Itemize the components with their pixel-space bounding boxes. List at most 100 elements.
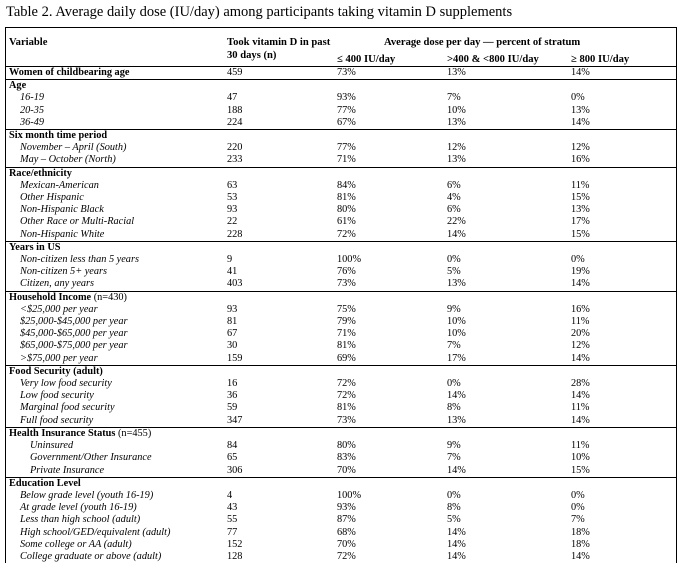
row-label: Below grade level (youth 16-19) (20, 489, 154, 501)
data-row: Non-citizen less than 5 years 9 100% 0% 0% (6, 254, 676, 266)
cell: 0% (571, 489, 585, 501)
cell: 80% (337, 440, 356, 452)
cell: 5% (447, 514, 461, 526)
cell: 403 (227, 278, 243, 290)
section-row: Age (6, 79, 676, 93)
section-row: Six month time period (6, 129, 676, 143)
subcolumn-header: ≤ 400 IU/day (334, 49, 444, 67)
section-title: Age (6, 79, 676, 93)
cell: 22 (227, 216, 238, 228)
data-row: 16-19 47 93% 7% 0% (6, 92, 676, 104)
cell: 347 (227, 414, 243, 426)
cell: 13% (571, 204, 590, 216)
data-row: $25,000-$45,000 per year 81 79% 10% 11% (6, 316, 676, 328)
cell: 75% (337, 303, 356, 315)
cell: 13% (447, 116, 466, 128)
cell: 84 (227, 440, 238, 452)
cell: 72% (337, 378, 356, 390)
data-row: <$25,000 per year 93 75% 9% 16% (6, 304, 676, 316)
cell: 79% (337, 316, 356, 328)
data-row: Government/Other Insurance 65 83% 7% 10% (6, 452, 676, 464)
cell: 13% (444, 66, 568, 81)
data-row: Private Insurance 306 70% 14% 15% (6, 465, 676, 478)
cell: 6% (447, 204, 461, 216)
data-row: College graduate or above (adult) 128 72% 1… (6, 551, 676, 563)
row-label: Non-Hispanic Black (20, 204, 104, 216)
data-row: $65,000-$75,000 per year 30 81% 7% 12% (6, 340, 676, 352)
cell: 73% (337, 414, 356, 426)
cell: 69% (337, 352, 356, 364)
row-label: College graduate or above (adult) (20, 550, 162, 562)
row-label: Government/Other Insurance (30, 452, 152, 464)
cell: 77% (337, 104, 356, 116)
cell: 93% (337, 502, 356, 514)
cell: 18% (571, 538, 590, 550)
row-label: Less than high school (adult) (20, 514, 141, 526)
row-label: 36-49 (20, 116, 45, 128)
data-table: Variable Took vitamin D in past 30 days (… (6, 28, 676, 563)
cell: 53 (227, 192, 238, 204)
section-title: Education Level (6, 476, 676, 490)
data-row: 36-49 224 67% 13% 14% (6, 117, 676, 130)
cell: 100% (337, 489, 362, 501)
cell: 67% (337, 116, 356, 128)
data-row: >$75,000 per year 159 69% 17% 14% (6, 353, 676, 366)
cell: 14% (571, 414, 590, 426)
table-title: Table 2. Average daily dose (IU/day) amo… (6, 4, 513, 20)
row-label: 16-19 (20, 92, 45, 104)
cell: 11% (571, 402, 590, 414)
data-row: Low food security 36 72% 14% 14% (6, 390, 676, 402)
cell: 14% (571, 278, 590, 290)
cell: 73% (337, 278, 356, 290)
cell: 7% (571, 514, 585, 526)
section-name: Age (9, 80, 27, 92)
cell: 12% (571, 142, 590, 154)
data-row: Non-citizen 5+ years 41 76% 5% 19% (6, 266, 676, 278)
cell: 72% (337, 550, 356, 562)
data-row: Non-Hispanic White 228 72% 14% 15% (6, 229, 676, 242)
cell: 81% (337, 340, 356, 352)
cell: 0% (571, 254, 585, 266)
row-label: Mexican-American (20, 179, 99, 191)
cell: 10% (447, 104, 466, 116)
cell: 70% (337, 464, 356, 476)
cell: 8% (447, 402, 461, 414)
data-row: Non-Hispanic Black 93 80% 6% 13% (6, 204, 676, 216)
section-title: Food Security (adult) (6, 364, 676, 379)
cell: 11% (571, 316, 590, 328)
data-row: November – April (South) 220 77% 12% 12% (6, 142, 676, 154)
cell: 93 (227, 204, 238, 216)
data-row: Citizen, any years 403 73% 13% 14% (6, 278, 676, 291)
row-label: Private Insurance (30, 464, 105, 476)
cell: 0% (571, 92, 585, 104)
cell: 0% (571, 502, 585, 514)
cell: 4 (227, 489, 233, 501)
row-label: Low food security (20, 390, 94, 402)
section-row: Health Insurance Status (n=455) (6, 426, 676, 441)
row-label: 20-35 (20, 104, 45, 116)
cell: 16% (571, 303, 590, 315)
cell: 13% (571, 104, 590, 116)
data-row: $45,000-$65,000 per year 67 71% 10% 20% (6, 328, 676, 340)
column-header: Took vitamin D in past 30 days (n) (224, 28, 334, 67)
cell: 71% (337, 154, 356, 166)
cell: 70% (337, 538, 356, 550)
cell: 63 (227, 179, 238, 191)
cell: 10% (447, 316, 466, 328)
row-label: Marginal food security (20, 402, 115, 414)
cell: 80% (337, 204, 356, 216)
cell: 12% (447, 142, 466, 154)
cell: 14% (447, 390, 466, 402)
header-row: Variable Took vitamin D in past 30 days (… (6, 28, 676, 67)
cell: 100% (337, 254, 362, 266)
cell: 14% (447, 228, 466, 240)
cell: 14% (447, 550, 466, 562)
cell: 0% (447, 378, 461, 390)
cell: 11% (571, 440, 590, 452)
row-label: $25,000-$45,000 per year (20, 316, 128, 328)
cell: 15% (571, 192, 590, 204)
cell: 43 (227, 502, 238, 514)
section-name: Food Security (adult) (9, 365, 103, 377)
cell: 84% (337, 179, 356, 191)
table-body: Variable Took vitamin D in past 30 days (… (6, 28, 676, 563)
